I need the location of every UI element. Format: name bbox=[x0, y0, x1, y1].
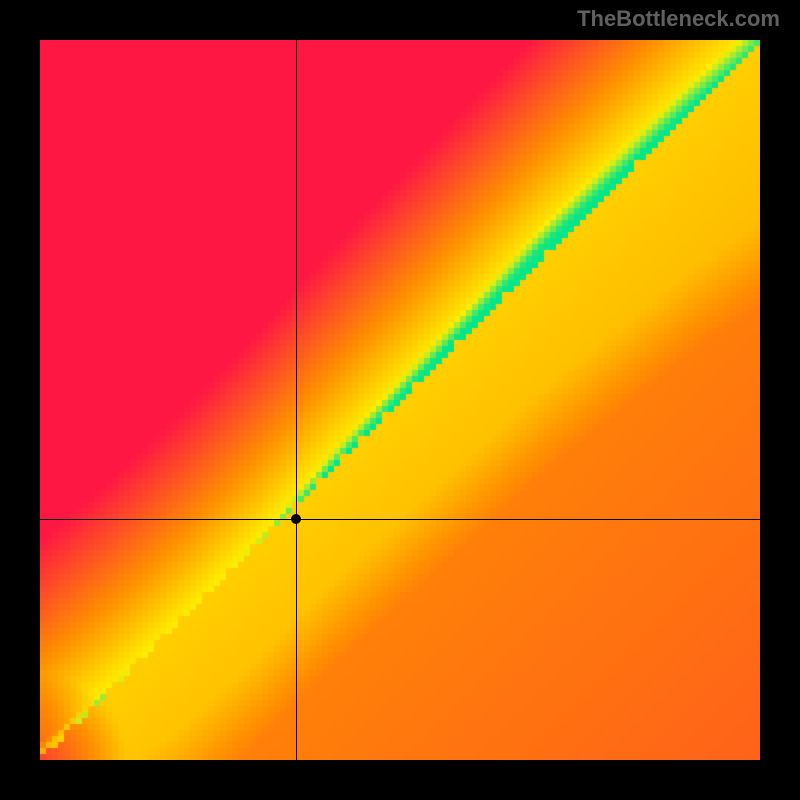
crosshair-marker bbox=[291, 514, 301, 524]
plot-frame bbox=[40, 40, 760, 760]
chart-container: TheBottleneck.com bbox=[0, 0, 800, 800]
watermark-text: TheBottleneck.com bbox=[577, 6, 780, 32]
crosshair-horizontal bbox=[40, 519, 760, 520]
heatmap-canvas bbox=[40, 40, 760, 760]
crosshair-vertical bbox=[296, 40, 297, 760]
